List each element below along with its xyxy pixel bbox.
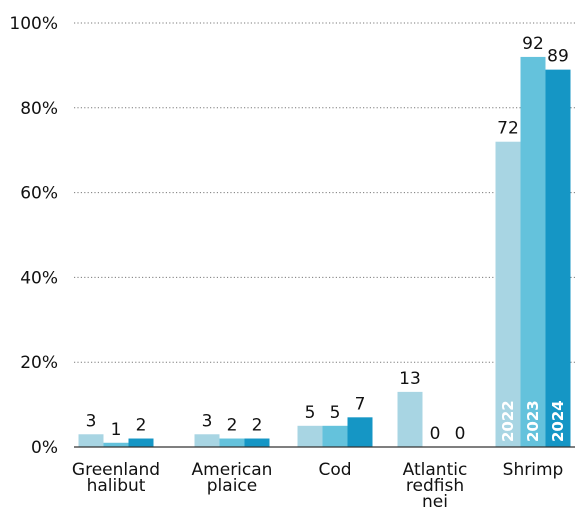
category-label: Atlantic redfish nei — [403, 460, 468, 512]
y-tick-label: 0% — [31, 438, 58, 458]
y-tick-label: 100% — [9, 14, 58, 34]
data-label: 92 — [522, 34, 544, 54]
data-label: 3 — [202, 411, 213, 431]
category-label: Greenland halibut — [72, 460, 160, 496]
data-label: 5 — [305, 403, 316, 423]
data-label: 3 — [86, 411, 97, 431]
bar — [219, 438, 245, 447]
bar — [244, 438, 270, 447]
bar — [397, 391, 423, 447]
bar — [128, 438, 154, 447]
category-label: American plaice — [192, 460, 273, 496]
bar — [103, 442, 129, 447]
data-label: 89 — [547, 47, 569, 67]
data-label: 0 — [430, 424, 441, 444]
y-tick-label: 60% — [20, 184, 58, 204]
y-tick-label: 80% — [20, 99, 58, 119]
series-label: 2024 — [549, 400, 567, 442]
data-label: 2 — [227, 416, 238, 436]
bar — [520, 56, 546, 448]
bar — [297, 425, 323, 447]
bar — [194, 434, 220, 447]
bar — [322, 425, 348, 447]
series-label: 2023 — [524, 400, 542, 442]
y-axis: 0% 20% 40% 60% 80% 100% — [9, 14, 58, 458]
data-label: 72 — [497, 119, 519, 139]
data-label: 5 — [330, 403, 341, 423]
bar — [78, 434, 104, 447]
data-label: 2 — [252, 416, 263, 436]
bar — [495, 141, 521, 447]
series-label: 2022 — [499, 400, 517, 442]
category-label: Shrimp — [503, 460, 564, 480]
x-axis: Greenland halibut American plaice Cod Atlanti… — [72, 446, 575, 512]
category-label: Cod — [318, 460, 351, 480]
y-tick-label: 20% — [20, 353, 58, 373]
data-label: 7 — [355, 394, 366, 414]
data-label: 0 — [455, 424, 466, 444]
data-label: 1 — [111, 420, 122, 440]
data-label: 13 — [399, 369, 421, 389]
data-label: 2 — [136, 416, 147, 436]
bar — [545, 69, 571, 447]
y-tick-label: 40% — [20, 268, 58, 288]
bar — [347, 417, 373, 447]
